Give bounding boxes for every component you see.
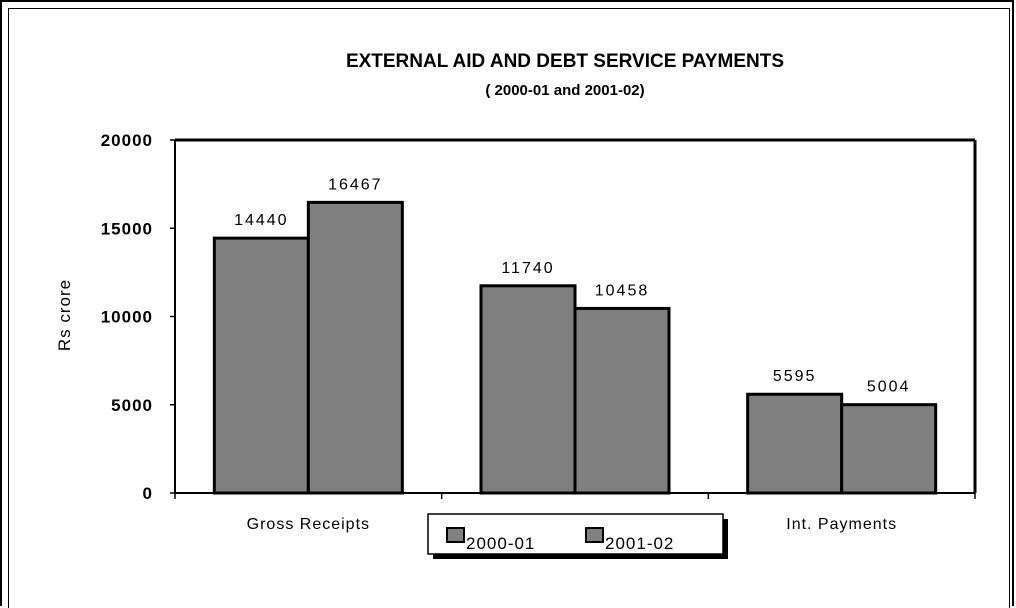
legend: 2000-01 2001-02 <box>427 513 728 559</box>
y-tick-label: 10000 <box>101 308 153 327</box>
legend-swatch-2000-01 <box>446 527 465 543</box>
bar-2000-01-0 <box>212 236 310 495</box>
bar-2001-02-1 <box>573 306 671 495</box>
data-label: 5004 <box>867 379 911 396</box>
x-tick-label: Int. Payments <box>786 516 897 533</box>
y-tick-label: 20000 <box>101 131 153 150</box>
y-axis-label: Rs crore <box>55 279 74 351</box>
bar-2000-01-2 <box>746 392 844 495</box>
data-label: 16467 <box>328 176 383 193</box>
data-label: 11740 <box>501 260 554 277</box>
y-tick-label: 15000 <box>101 219 153 238</box>
bar-2001-02-2 <box>840 403 938 495</box>
y-tick-label: 0 <box>143 484 153 503</box>
data-label: 5595 <box>773 368 817 385</box>
data-label: 14440 <box>234 212 289 229</box>
legend-label-2000-01: 2000-01 <box>466 534 535 553</box>
x-tick-label: Gross Receipts <box>247 516 370 533</box>
chart-subtitle: ( 2000-01 and 2001-02) <box>485 82 644 99</box>
bar-2000-01-1 <box>479 284 577 495</box>
legend-label-2001-02: 2001-02 <box>605 534 674 553</box>
chart-title: EXTERNAL AID AND DEBT SERVICE PAYMENTS <box>346 51 784 72</box>
data-label: 10458 <box>595 282 650 299</box>
legend-swatch-2001-02 <box>585 527 604 543</box>
bar-2001-02-0 <box>306 200 404 495</box>
y-tick-label: 5000 <box>111 396 153 415</box>
inner-frame <box>8 8 1010 608</box>
